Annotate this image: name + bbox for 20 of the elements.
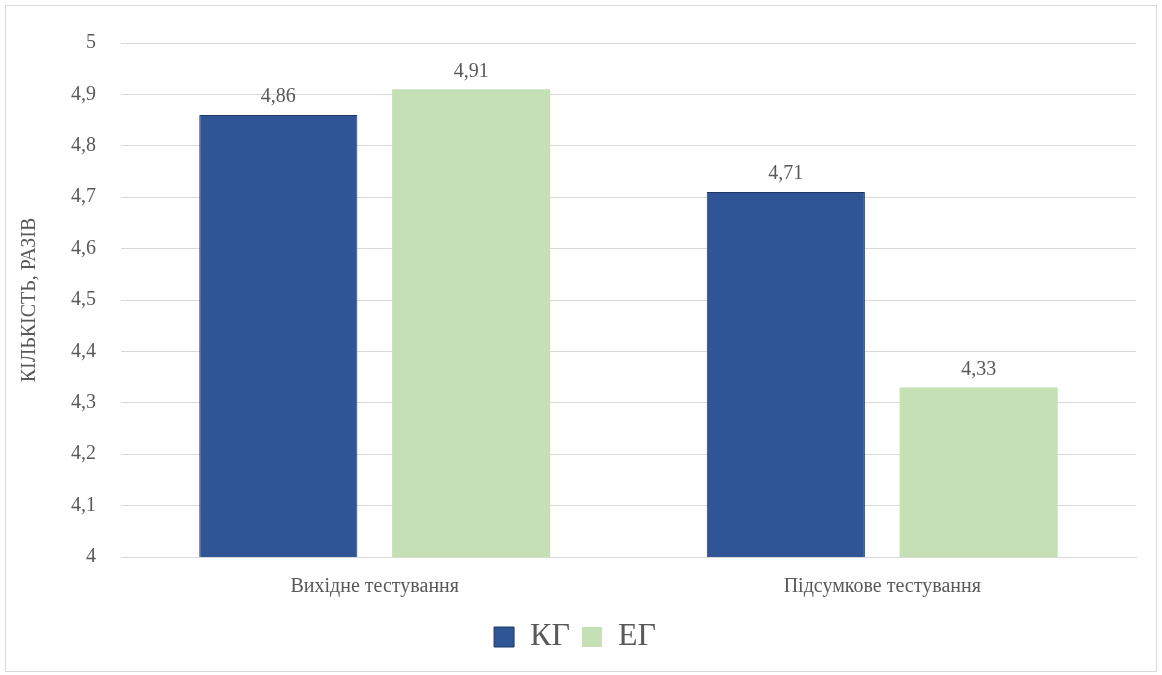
y-tick-label: 4,1 <box>71 492 96 515</box>
y-tick-label: 4,6 <box>71 235 96 258</box>
y-tick-label: 4,4 <box>71 338 96 361</box>
y-tick-label: 4,8 <box>71 133 96 156</box>
y-tick-label: 4,5 <box>71 287 96 310</box>
x-tick-label: Вихідне тестування <box>290 574 459 598</box>
legend-label: КГ <box>530 616 570 653</box>
y-tick-label: 4,3 <box>71 390 96 413</box>
legend-label: ЕГ <box>617 616 656 653</box>
data-label: 4,33 <box>961 356 997 379</box>
y-tick-label: 4,7 <box>71 184 96 207</box>
y-tick-label: 4,2 <box>71 441 96 464</box>
y-tick-label: 4,9 <box>71 81 96 104</box>
x-tick-label: Підсумкове тестування <box>783 574 981 598</box>
y-tick-label: 4 <box>86 544 96 567</box>
data-label: 4,71 <box>768 161 804 184</box>
y-tick-label: 5 <box>86 30 96 53</box>
y-axis-title: КІЛЬКІСТЬ, РАЗІВ <box>17 217 40 383</box>
data-label: 4,91 <box>453 58 489 81</box>
data-label: 4,86 <box>260 84 296 107</box>
